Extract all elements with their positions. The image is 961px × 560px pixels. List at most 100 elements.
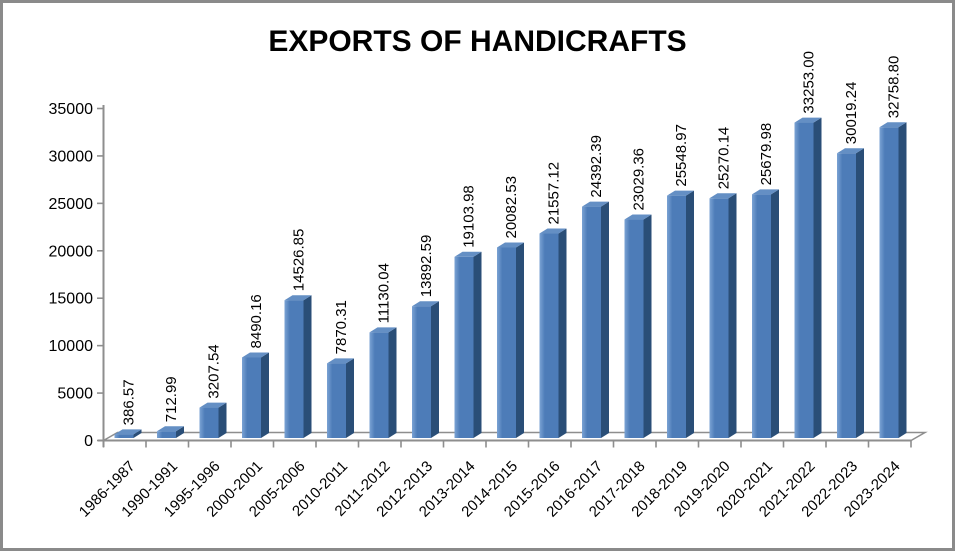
bar-top-face: [412, 301, 439, 307]
value-label: 7870.31: [333, 300, 350, 354]
value-label: 712.99: [163, 376, 180, 422]
bar-side-face: [856, 148, 864, 438]
bar-front-face: [242, 357, 261, 438]
bar-top-face: [199, 402, 227, 408]
value-label: 3207.54: [206, 344, 223, 398]
bar-top-face: [624, 214, 652, 220]
bar-side-face: [176, 426, 184, 438]
chart-frame: EXPORTS OF HANDICRAFTS 0 5000 10000 15000 20…: [0, 0, 955, 551]
bar-front-face: [539, 233, 559, 438]
bar-top-face: [497, 242, 524, 248]
bar-2016-2017: [582, 201, 609, 438]
value-label: 25270.14: [716, 127, 733, 190]
bar-side-face: [686, 190, 694, 438]
bar-front-face: [837, 153, 856, 438]
bar-top-face: [242, 352, 269, 358]
bar-front-face: [284, 300, 304, 438]
bar-top-face: [369, 327, 397, 333]
bar-top-face: [582, 201, 609, 207]
bar-2020-2021: [752, 189, 779, 438]
y-tick-label: 25000: [49, 196, 94, 213]
bar-2015-2016: [539, 228, 567, 438]
y-tick-label: 0: [84, 433, 93, 450]
bar-front-face: [327, 363, 346, 438]
bar-front-face: [199, 407, 219, 438]
bar-side-face: [346, 358, 354, 438]
bar-side-face: [771, 189, 779, 438]
y-axis: 0 5000 10000 15000 20000 25000 30000 35000: [49, 101, 104, 450]
bar-top-face: [794, 117, 822, 123]
bar-front-face: [497, 247, 516, 438]
bar-front-face: [582, 206, 601, 438]
value-label: 386.57: [121, 379, 138, 425]
bar-top-face: [539, 228, 567, 234]
bars: [114, 117, 907, 439]
bar-side-face: [133, 429, 142, 438]
bar-2019-2020: [709, 193, 737, 438]
bar-chart-canvas: 0 5000 10000 15000 20000 25000 30000 35000 386.5…: [49, 51, 928, 521]
y-tick-label: 5000: [57, 386, 93, 403]
bar-2022-2023: [837, 148, 864, 438]
value-label: 23029.36: [631, 148, 648, 211]
bar-front-face: [369, 332, 389, 438]
y-tick-label: 20000: [49, 243, 94, 260]
bar-side-face: [516, 242, 524, 438]
bar-side-face: [303, 295, 312, 438]
bar-side-face: [898, 122, 907, 438]
value-label: 11130.04: [376, 263, 393, 323]
bar-side-face: [813, 117, 822, 439]
bar-front-face: [709, 198, 729, 438]
bar-front-face: [667, 195, 686, 438]
bar-front-face: [752, 194, 771, 438]
y-tick-label: 30000: [49, 148, 94, 165]
bar-top-face: [667, 190, 694, 196]
bar-2014-2015: [497, 242, 524, 438]
bar-2000-2001: [242, 352, 269, 438]
bar-side-face: [261, 352, 269, 438]
bar-side-face: [643, 214, 652, 438]
bar-side-face: [558, 228, 567, 438]
bar-2023-2024: [879, 122, 907, 438]
bar-top-face: [327, 358, 354, 364]
bar-top-face: [284, 295, 312, 301]
value-label: 20082.53: [503, 176, 520, 239]
value-label: 8490.16: [248, 294, 265, 348]
value-label: 32758.80: [886, 56, 903, 119]
value-labels: 386.57 712.99 3207.54 8490.16 14526.85 7870.3…: [121, 51, 903, 425]
value-label: 25679.98: [758, 123, 775, 186]
bar-front-face: [794, 122, 814, 439]
bar-front-face: [879, 127, 899, 438]
value-label: 19103.98: [461, 185, 478, 248]
bar-1986-1987: [114, 429, 142, 438]
bar-2011-2012: [369, 327, 397, 438]
x-axis-labels: 1986-19871990-19911995-19962000-20012005…: [76, 458, 904, 521]
y-tick-label: 15000: [49, 291, 94, 308]
bar-front-face: [114, 434, 134, 438]
bar-top-face: [879, 122, 907, 128]
value-label: 13892.59: [418, 235, 435, 298]
bar-side-face: [473, 251, 482, 438]
chart-title: EXPORTS OF HANDICRAFTS: [268, 25, 687, 58]
axes: [98, 105, 911, 447]
bar-2017-2018: [624, 214, 652, 438]
bar-front-face: [412, 306, 431, 438]
value-label: 33253.00: [801, 51, 818, 114]
bar-side-face: [388, 327, 397, 438]
value-label: 25548.97: [673, 124, 690, 187]
x-axis-ticks: [102, 440, 912, 448]
bar-side-face: [601, 201, 609, 438]
bar-2012-2013: [412, 301, 439, 438]
value-label: 24392.39: [588, 135, 605, 198]
bar-top-face: [114, 429, 142, 435]
bar-front-face: [454, 256, 474, 438]
bar-top-face: [709, 193, 737, 199]
bar-front-face: [624, 219, 644, 438]
bar-1990-1991: [157, 426, 184, 438]
bar-top-face: [837, 148, 864, 154]
bar-top-face: [752, 189, 779, 195]
bar-top-face: [157, 426, 184, 432]
bar-front-face: [157, 431, 176, 438]
bar-top-face: [454, 251, 482, 257]
bar-2018-2019: [667, 190, 694, 438]
y-tick-label: 35000: [49, 101, 94, 118]
